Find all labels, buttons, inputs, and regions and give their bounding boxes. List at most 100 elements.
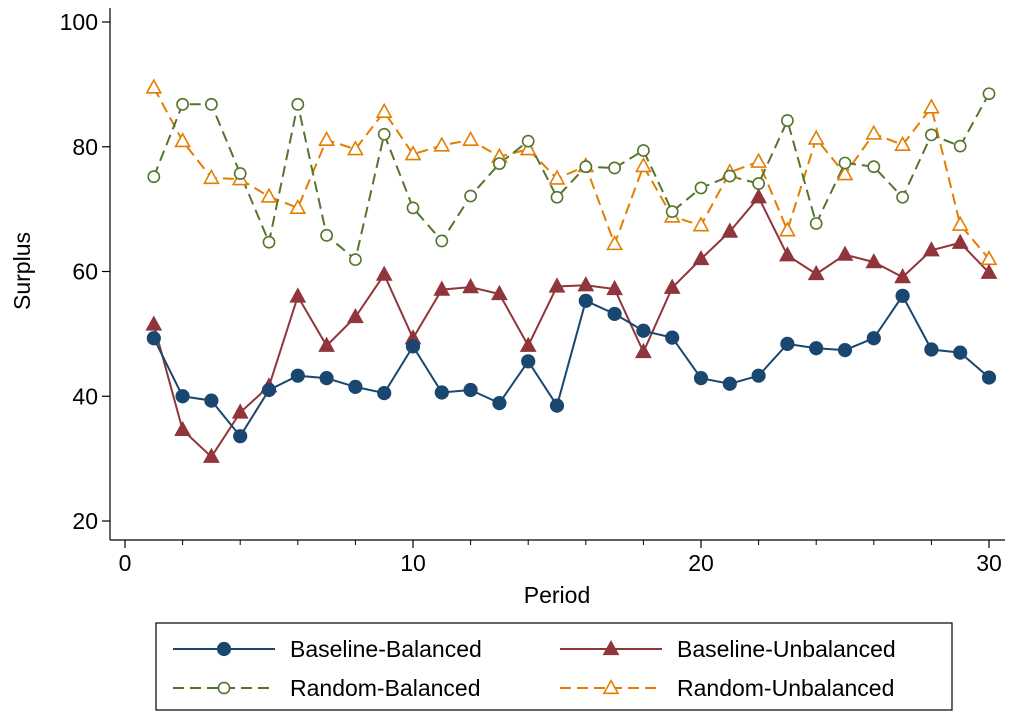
data-point-random-unbalanced: [260, 187, 278, 203]
data-point-baseline-balanced: [434, 385, 449, 400]
data-point-baseline-unbalanced: [203, 447, 220, 463]
data-point-random-balanced: [147, 170, 161, 184]
data-point-baseline-unbalanced: [519, 336, 537, 352]
data-point-random-balanced: [809, 217, 823, 230]
data-point-random-balanced: [464, 189, 477, 203]
data-point-baseline-unbalanced: [836, 245, 854, 261]
data-point-random-balanced: [550, 190, 564, 204]
data-point-random-unbalanced: [779, 221, 796, 237]
data-point-baseline-balanced: [319, 371, 334, 386]
legend-marker-baseline-unbalanced: [602, 639, 620, 656]
series-line-random-unbalanced: [152, 87, 990, 260]
data-point-random-unbalanced: [951, 215, 969, 231]
data-point-random-balanced: [521, 134, 535, 148]
data-point-random-unbalanced: [318, 130, 335, 147]
data-point-baseline-unbalanced: [721, 222, 739, 238]
data-point-baseline-balanced: [549, 398, 565, 413]
data-point-random-balanced: [377, 127, 391, 141]
data-point-baseline-unbalanced: [145, 315, 163, 331]
data-point-baseline-unbalanced: [174, 420, 191, 437]
data-point-baseline-balanced: [261, 382, 277, 398]
data-point-baseline-unbalanced: [894, 268, 911, 284]
data-point-baseline-balanced: [463, 382, 478, 398]
data-point-random-unbalanced: [635, 157, 652, 173]
axes: 20 40 60 80 100 0 10 20 30: [60, 8, 1005, 576]
legend-label-random-unbalanced: Random-Unbalanced: [677, 675, 894, 701]
legend-marker-baseline-balanced: [216, 641, 232, 657]
data-point-random-unbalanced: [807, 129, 825, 145]
data-point-random-unbalanced: [174, 132, 191, 148]
legend-box: [155, 622, 953, 711]
data-point-random-unbalanced: [923, 98, 940, 114]
data-point-random-balanced: [953, 139, 967, 153]
data-point-baseline-balanced: [233, 429, 248, 444]
data-point-baseline-unbalanced: [779, 246, 796, 262]
data-point-baseline-balanced: [405, 339, 421, 354]
x-axis-label: Period: [524, 582, 590, 608]
data-point-baseline-balanced: [607, 306, 622, 322]
data-point-baseline-unbalanced: [231, 403, 249, 419]
data-point-baseline-balanced: [578, 293, 593, 308]
data-point-baseline-balanced: [722, 376, 737, 391]
data-point-baseline-balanced: [693, 371, 709, 386]
data-point-baseline-balanced: [751, 368, 766, 383]
x-tick-label: 30: [976, 550, 1002, 576]
data-point-baseline-unbalanced: [433, 280, 451, 296]
data-point-baseline-balanced: [377, 386, 392, 401]
data-point-random-unbalanced: [548, 169, 566, 185]
data-point-random-unbalanced: [289, 198, 307, 215]
data-point-baseline-unbalanced: [750, 188, 767, 204]
data-point-random-balanced: [982, 87, 996, 101]
data-point-baseline-unbalanced: [980, 263, 998, 279]
data-point-random-balanced: [925, 128, 938, 142]
data-point-baseline-unbalanced: [577, 276, 595, 292]
data-point-random-unbalanced: [692, 216, 710, 232]
data-point-baseline-balanced: [521, 354, 536, 369]
data-point-random-balanced: [579, 160, 593, 174]
data-point-random-balanced: [406, 201, 420, 215]
data-point-random-balanced: [781, 114, 794, 127]
data-point-baseline-balanced: [204, 393, 219, 408]
data-point-baseline-balanced: [837, 342, 853, 358]
data-point-baseline-balanced: [866, 331, 881, 346]
y-tick-label: 20: [72, 508, 98, 534]
data-point-baseline-balanced: [780, 336, 795, 351]
data-point-baseline-balanced: [924, 342, 939, 357]
data-point-random-unbalanced: [519, 140, 537, 156]
series-markers: [145, 78, 998, 463]
data-point-random-balanced: [233, 167, 247, 180]
data-point-random-unbalanced: [865, 124, 883, 140]
y-tick-label: 40: [72, 383, 98, 409]
legend-label-baseline-balanced: Baseline-Balanced: [290, 636, 482, 662]
y-tick-label: 80: [72, 134, 98, 160]
data-point-baseline-unbalanced: [491, 284, 508, 301]
data-point-random-unbalanced: [433, 136, 451, 152]
data-point-random-balanced: [752, 177, 765, 190]
data-point-baseline-balanced: [953, 345, 968, 360]
data-point-random-balanced: [435, 234, 449, 248]
data-point-random-balanced: [867, 160, 881, 174]
data-point-baseline-unbalanced: [807, 264, 825, 281]
data-point-baseline-unbalanced: [318, 336, 335, 352]
data-point-baseline-balanced: [809, 341, 824, 356]
data-point-random-balanced: [723, 169, 737, 183]
data-point-random-unbalanced: [836, 165, 854, 181]
data-point-random-balanced: [320, 228, 333, 242]
y-axis-label: Surplus: [9, 232, 35, 310]
data-point-random-balanced: [492, 157, 506, 170]
data-point-random-balanced: [896, 190, 909, 204]
data-point-random-balanced: [176, 97, 189, 111]
data-point-baseline-unbalanced: [289, 287, 307, 303]
data-point-baseline-unbalanced: [923, 241, 940, 257]
data-point-random-unbalanced: [404, 145, 422, 161]
y-tick-label: 60: [72, 259, 98, 285]
data-point-baseline-unbalanced: [865, 253, 883, 269]
data-point-baseline-balanced: [981, 370, 997, 385]
x-tick-label: 0: [119, 550, 132, 576]
data-point-random-balanced: [291, 97, 305, 111]
data-point-baseline-unbalanced: [663, 278, 681, 294]
data-point-baseline-unbalanced: [692, 249, 710, 266]
data-point-random-balanced: [608, 161, 621, 175]
data-point-random-unbalanced: [145, 78, 163, 94]
